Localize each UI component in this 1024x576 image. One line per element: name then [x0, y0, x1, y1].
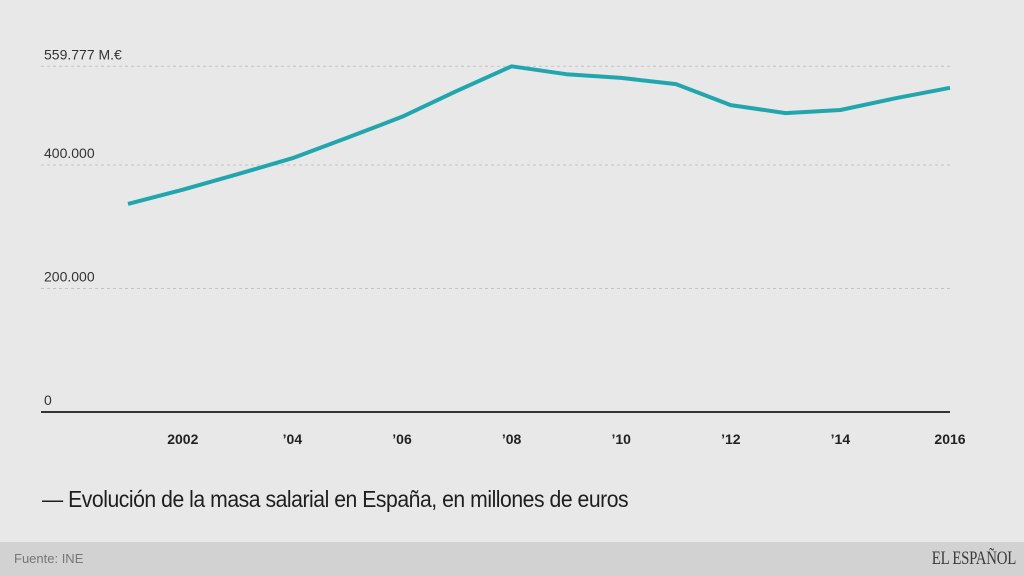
title-text: Evolución de la masa salarial en España,…: [68, 486, 629, 512]
x-tick-label: ’06: [392, 431, 412, 447]
footer-bar: Fuente: INE EL ESPAÑOL: [0, 542, 1024, 576]
x-tick-label: ’08: [502, 431, 522, 447]
x-tick-label: ’12: [721, 431, 741, 447]
y-axis-ticks: 0 200.000 400.000 559.777 M.€: [44, 46, 122, 408]
series-line: [127, 64, 951, 206]
line-chart: 0 200.000 400.000 559.777 M.€ 2002 ’04 ’06 ’08…: [41, 46, 966, 447]
x-tick-label: ’10: [611, 431, 631, 447]
y-tick-label: 0: [44, 392, 52, 408]
grid-layer: [41, 65, 950, 289]
title-dash: —: [42, 486, 63, 512]
x-tick-label: 2002: [167, 431, 198, 447]
x-tick-label: ’04: [283, 431, 303, 447]
publisher-logo: EL ESPAÑOL: [931, 548, 1016, 569]
y-tick-label: 400.000: [44, 145, 95, 161]
x-tick-label: ’14: [831, 431, 851, 447]
source-label: Fuente: INE: [14, 551, 84, 566]
y-tick-label: 559.777 M.€: [44, 46, 122, 62]
series-layer: [127, 64, 951, 206]
chart-title: — Evolución de la masa salarial en Españ…: [42, 486, 629, 513]
x-tick-label: 2016: [934, 431, 965, 447]
x-axis-ticks: 2002 ’04 ’06 ’08 ’10 ’12 ’14 2016: [167, 431, 966, 447]
y-tick-label: 200.000: [44, 268, 95, 284]
